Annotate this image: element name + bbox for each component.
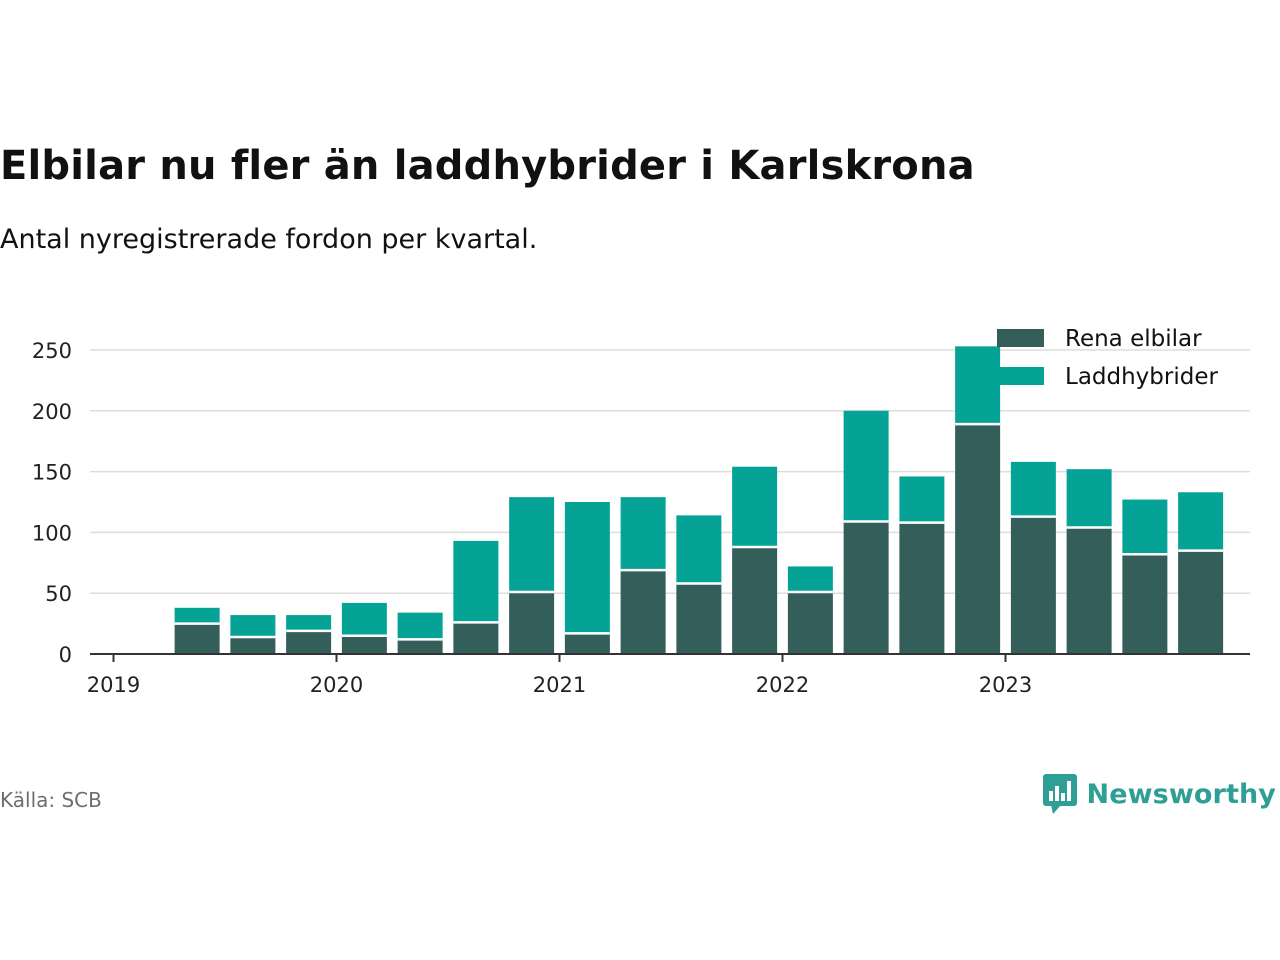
bar-laddhybrider-12: [843, 410, 889, 522]
bar-rena-elbilar-13: [899, 522, 945, 654]
y-tick-label-150: 150: [32, 461, 72, 485]
legend-swatch-0: [997, 329, 1044, 347]
bar-rena-elbilar-4: [397, 639, 443, 654]
y-tick-label-50: 50: [45, 582, 72, 606]
bar-rena-elbilar-14: [955, 424, 1001, 654]
bar-laddhybrider-7: [564, 502, 610, 634]
bar-rena-elbilar-15: [1010, 516, 1056, 654]
bar-laddhybrider-16: [1066, 469, 1112, 528]
bar-laddhybrider-13: [899, 476, 945, 523]
bar-rena-elbilar-8: [620, 570, 666, 654]
y-tick-label-250: 250: [32, 339, 72, 363]
bar-rena-elbilar-12: [843, 521, 889, 654]
bar-rena-elbilar-17: [1122, 554, 1168, 654]
bar-rena-elbilar-2: [286, 630, 332, 654]
source-note: Källa: SCB: [0, 788, 102, 812]
bar-laddhybrider-18: [1178, 492, 1224, 551]
x-tick-label-2021: 2021: [533, 673, 586, 697]
bar-laddhybrider-14: [955, 346, 1001, 425]
bar-rena-elbilar-3: [341, 635, 387, 654]
chart-subtitle: Antal nyregistrerade fordon per kvartal.: [0, 224, 538, 255]
bar-rena-elbilar-7: [564, 633, 610, 654]
legend-swatch-1: [997, 367, 1044, 385]
bar-laddhybrider-10: [732, 466, 778, 547]
bar-rena-elbilar-9: [676, 583, 722, 654]
bar-laddhybrider-1: [230, 615, 276, 637]
bar-laddhybrider-6: [509, 497, 555, 592]
bars: [174, 346, 1224, 654]
bar-rena-elbilar-5: [453, 622, 499, 654]
bar-rena-elbilar-11: [787, 591, 833, 654]
newsworthy-logo-icon: [1042, 774, 1077, 814]
y-tick-label-200: 200: [32, 400, 72, 424]
bar-rena-elbilar-1: [230, 636, 276, 654]
bar-laddhybrider-15: [1010, 461, 1056, 517]
gridlines: [90, 349, 1250, 594]
bar-laddhybrider-8: [620, 497, 666, 571]
stacked-bar-chart: 0 50 100 150 200 250 2019 2020 2021 2022 2023 Rena…: [32, 326, 1250, 697]
y-tick-label-0: 0: [59, 643, 72, 667]
x-tick-label-2019: 2019: [87, 673, 140, 697]
x-tick-label-2022: 2022: [756, 673, 809, 697]
bar-laddhybrider-0: [174, 607, 220, 624]
bar-laddhybrider-3: [341, 602, 387, 636]
x-tick-label-2023: 2023: [979, 673, 1032, 697]
bar-laddhybrider-11: [787, 566, 833, 592]
bar-laddhybrider-5: [453, 540, 499, 623]
brand-name: Newsworthy: [1086, 778, 1276, 810]
chart-title: Elbilar nu fler än laddhybrider i Karlsk…: [0, 143, 975, 189]
bar-laddhybrider-9: [676, 515, 722, 584]
bar-rena-elbilar-0: [174, 623, 220, 654]
y-tick-label-100: 100: [32, 521, 72, 545]
legend-label-1: Laddhybrider: [1065, 364, 1218, 390]
bar-laddhybrider-17: [1122, 499, 1168, 555]
bar-laddhybrider-2: [286, 615, 332, 631]
bar-rena-elbilar-10: [732, 546, 778, 654]
brand-logo: Newsworthy: [1042, 774, 1276, 814]
legend-label-0: Rena elbilar: [1065, 326, 1202, 352]
legend: Rena elbilar Laddhybrider: [997, 326, 1218, 390]
bar-rena-elbilar-16: [1066, 527, 1112, 654]
bar-rena-elbilar-6: [509, 591, 555, 654]
axes: 0 50 100 150 200 250 2019 2020 2021 2022 2023: [32, 339, 1250, 697]
bar-laddhybrider-4: [397, 612, 443, 640]
bar-rena-elbilar-18: [1178, 550, 1224, 654]
x-tick-label-2020: 2020: [310, 673, 363, 697]
